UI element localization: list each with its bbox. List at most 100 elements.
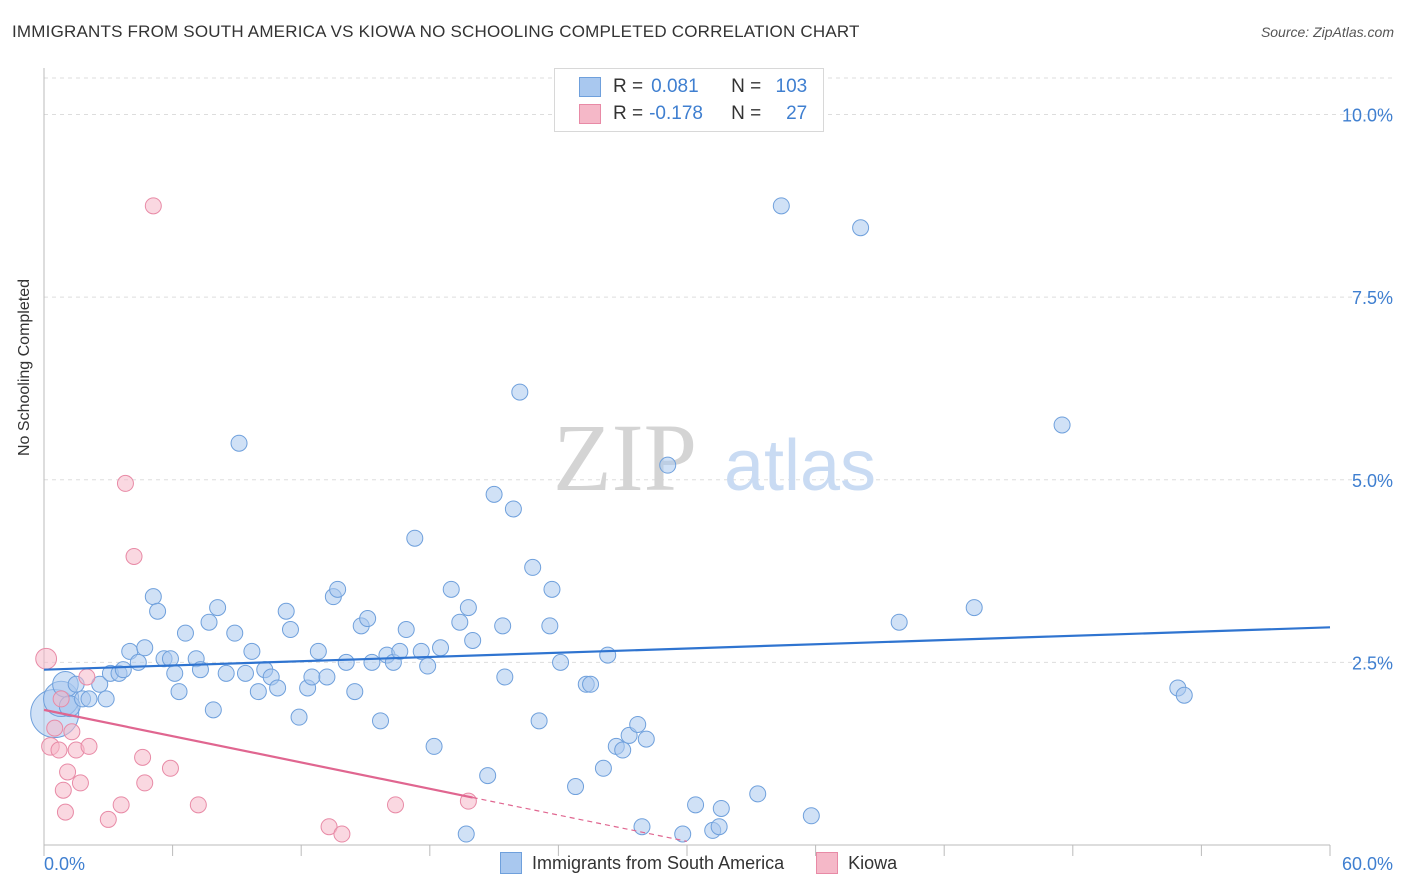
data-point-south-america [496,668,514,686]
data-point-south-america [337,653,355,671]
data-point-south-america [712,799,730,817]
data-point-south-america [277,602,295,620]
data-point-south-america [166,664,184,682]
data-point-south-america [97,690,115,708]
x-tick-label: 60.0% [1342,854,1393,874]
data-point-kiowa [59,763,77,781]
data-point-south-america [457,825,475,843]
y-axis-label: No Schooling Completed [16,279,33,456]
data-point-south-america [217,664,235,682]
data-point-south-america [281,621,299,639]
n-label: N = [731,103,762,124]
data-point-kiowa [134,748,152,766]
y-tick-label: 2.5% [1352,653,1393,673]
data-point-south-america [419,657,437,675]
data-point-south-america [637,730,655,748]
data-point-south-america [772,197,790,215]
data-point-kiowa [78,668,96,686]
data-point-kiowa [56,803,74,821]
correlation-legend: R = 0.081 N = 103 R = -0.178 N = 27 [554,68,824,132]
n-label: N = [731,76,762,97]
data-point-kiowa [71,774,89,792]
tick-labels: 2.5% 5.0% 7.5% 10.0% 0.0% 60.0% [44,106,1393,874]
legend-swatch-blue [579,77,601,97]
data-point-south-america [710,818,728,836]
data-point-south-america [1053,416,1071,434]
data-point-south-america [372,712,390,730]
data-point-kiowa [136,774,154,792]
data-point-south-america [397,621,415,639]
n-value: 27 [786,103,808,124]
watermark-zip: ZIP [553,404,697,511]
data-point-kiowa [63,723,81,741]
data-point-south-america [599,646,617,664]
legend-row-kiowa: R = -0.178 N = 27 [579,102,807,126]
data-point-south-america [346,683,364,701]
y-tick-label: 10.0% [1342,106,1393,126]
data-point-south-america [687,796,705,814]
data-point-south-america [406,529,424,547]
data-point-kiowa [35,647,58,670]
data-point-south-america [230,434,248,452]
y-tick-label: 7.5% [1352,288,1393,308]
data-point-south-america [144,588,162,606]
data-point-south-america [552,653,570,671]
data-point-south-america [567,778,585,796]
data-point-south-america [451,613,469,631]
series-legend: Immigrants from South America Kiowa [500,852,929,874]
data-point-south-america [485,485,503,503]
data-point-south-america [464,631,482,649]
data-point-south-america [633,818,651,836]
data-point-south-america [541,617,559,635]
data-point-kiowa [99,810,117,828]
data-point-south-america [749,785,767,803]
data-point-kiowa [52,690,70,708]
data-point-south-america [249,683,267,701]
data-point-kiowa [333,825,351,843]
data-point-south-america [391,642,409,660]
data-point-south-america [204,701,222,719]
data-point-south-america [363,653,381,671]
data-point-south-america [80,690,98,708]
data-point-south-america [530,712,548,730]
data-point-kiowa [320,818,338,836]
data-point-south-america [236,664,254,682]
data-point-south-america [802,807,820,825]
data-point-south-america [582,675,600,693]
data-point-south-america [504,500,522,518]
data-point-south-america [594,759,612,777]
data-point-south-america [511,383,529,401]
trend-lines [43,626,1331,842]
legend-item-south-america[interactable]: Immigrants from South America [500,852,784,874]
legend-item-kiowa[interactable]: Kiowa [816,852,897,874]
data-point-south-america [209,599,227,617]
data-point-south-america [309,642,327,660]
data-point-south-america [852,219,870,237]
data-point-kiowa [144,197,162,215]
data-point-south-america [543,580,561,598]
data-point-south-america [176,624,194,642]
r-value: 0.081 [651,76,699,97]
data-point-south-america [359,610,377,628]
data-point-kiowa [189,796,207,814]
data-point-south-america [412,642,430,660]
data-point-south-america [200,613,218,631]
source-credit: Source: ZipAtlas.com [1260,24,1394,40]
data-point-south-america [629,715,647,733]
data-point-kiowa [116,474,134,492]
data-point-south-america [1175,686,1193,704]
data-point-south-america [318,668,336,686]
legend-row-south-america: R = 0.081 N = 103 [579,75,807,99]
legend-label: Kiowa [848,852,898,873]
trend-line-south-america [43,626,1331,671]
data-point-south-america [243,642,261,660]
data-point-kiowa [387,796,405,814]
legend-label: Immigrants from South America [532,852,785,873]
data-point-south-america [425,737,443,755]
grid-lines [44,77,1392,663]
r-label: R = [613,76,644,97]
r-value: -0.178 [649,103,703,124]
data-point-kiowa [125,547,143,565]
data-point-south-america [890,613,908,631]
